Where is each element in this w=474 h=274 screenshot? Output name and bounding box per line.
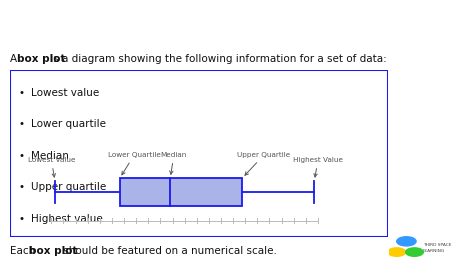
- Text: is a diagram showing the following information for a set of data:: is a diagram showing the following infor…: [47, 54, 387, 64]
- Text: Lower Quartile: Lower Quartile: [108, 152, 161, 175]
- Text: Upper quartile: Upper quartile: [31, 182, 106, 192]
- Bar: [120, 178, 242, 206]
- Text: LEARNING: LEARNING: [422, 249, 445, 253]
- Circle shape: [388, 248, 406, 256]
- Text: Each: Each: [10, 246, 39, 256]
- Text: Upper Quartile: Upper Quartile: [237, 152, 291, 175]
- Text: Highest value: Highest value: [31, 214, 102, 224]
- Circle shape: [397, 237, 416, 246]
- Text: Lowest value: Lowest value: [31, 88, 99, 98]
- Text: Box plot: Box plot: [10, 16, 94, 34]
- Text: Lower quartile: Lower quartile: [31, 119, 106, 129]
- Text: Highest Value: Highest Value: [293, 157, 343, 177]
- Text: •: •: [18, 119, 24, 129]
- Text: box plot: box plot: [29, 246, 78, 256]
- Text: •: •: [18, 88, 24, 98]
- Text: A: A: [10, 54, 21, 64]
- Text: •: •: [18, 214, 24, 224]
- Text: •: •: [18, 182, 24, 192]
- Circle shape: [406, 248, 423, 256]
- Text: THIRD SPACE: THIRD SPACE: [422, 244, 451, 247]
- Text: should be featured on a numerical scale.: should be featured on a numerical scale.: [60, 246, 277, 256]
- Text: Median: Median: [31, 151, 69, 161]
- Text: Lowest Value: Lowest Value: [27, 157, 75, 177]
- Text: •: •: [18, 151, 24, 161]
- Text: Median: Median: [161, 152, 187, 174]
- Text: box plot: box plot: [17, 54, 65, 64]
